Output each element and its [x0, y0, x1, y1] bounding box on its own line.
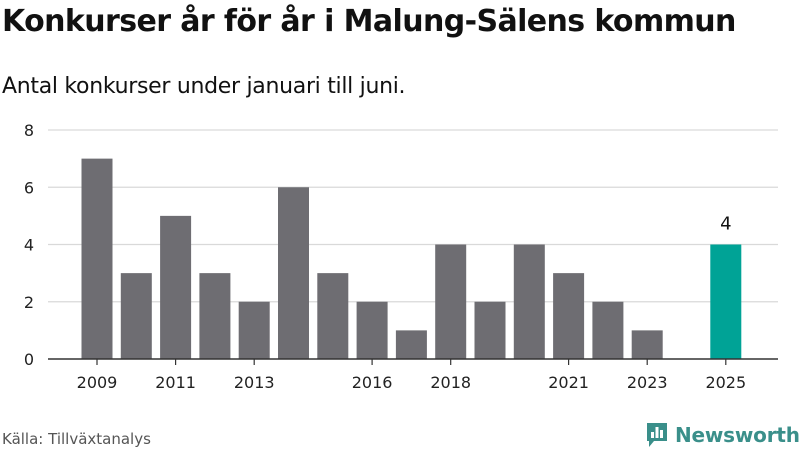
- x-tick-label: 2021: [548, 373, 589, 392]
- bar: [238, 301, 270, 359]
- x-tick-label: 2023: [627, 373, 668, 392]
- bar: [592, 301, 624, 359]
- bar: [474, 301, 506, 359]
- bar: [356, 301, 388, 359]
- bar: [317, 273, 349, 359]
- y-tick-label: 0: [24, 350, 34, 369]
- x-tick-label: 2013: [234, 373, 275, 392]
- newsworthy-logo: Newsworthy: [645, 420, 800, 450]
- bar: [395, 330, 427, 359]
- bar: [513, 244, 545, 359]
- y-tick-label: 4: [24, 236, 34, 255]
- newsworthy-icon: [647, 423, 667, 447]
- chart-title: Konkurser år för år i Malung-Sälens komm…: [2, 4, 736, 39]
- bar: [710, 244, 742, 359]
- x-tick-label: 2009: [77, 373, 118, 392]
- bar-chart: 0 2 4 6 8 2009 2011 2013 2016 2018 2021 2023 2025 4: [24, 121, 778, 392]
- data-label: 4: [720, 214, 731, 235]
- source-note: Källa: Tillväxtanalys: [2, 430, 151, 448]
- y-tick-label: 2: [24, 293, 34, 312]
- bar: [631, 330, 663, 359]
- y-tick-label: 8: [24, 121, 34, 140]
- bar: [553, 273, 585, 359]
- bar: [81, 158, 113, 359]
- chart-subtitle: Antal konkurser under januari till juni.: [2, 74, 406, 99]
- x-tick-label: 2011: [155, 373, 196, 392]
- x-tick-label: 2018: [430, 373, 471, 392]
- x-tick-label: 2016: [352, 373, 393, 392]
- bar: [435, 244, 467, 359]
- y-tick-label: 6: [24, 178, 34, 197]
- bar: [120, 273, 152, 359]
- x-tick-label: 2025: [705, 373, 746, 392]
- bar: [199, 273, 231, 359]
- newsworthy-wordmark: Newsworthy: [675, 423, 800, 447]
- bar: [278, 187, 309, 359]
- bar: [160, 215, 192, 359]
